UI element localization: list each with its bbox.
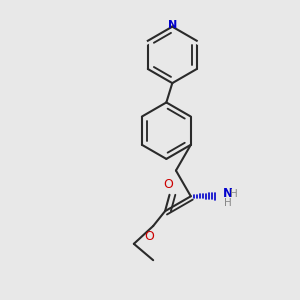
Text: H: H bbox=[224, 198, 232, 208]
Text: O: O bbox=[145, 230, 154, 244]
Text: O: O bbox=[163, 178, 173, 191]
Text: N: N bbox=[168, 20, 177, 30]
Text: H: H bbox=[230, 189, 238, 199]
Text: N: N bbox=[223, 188, 233, 200]
